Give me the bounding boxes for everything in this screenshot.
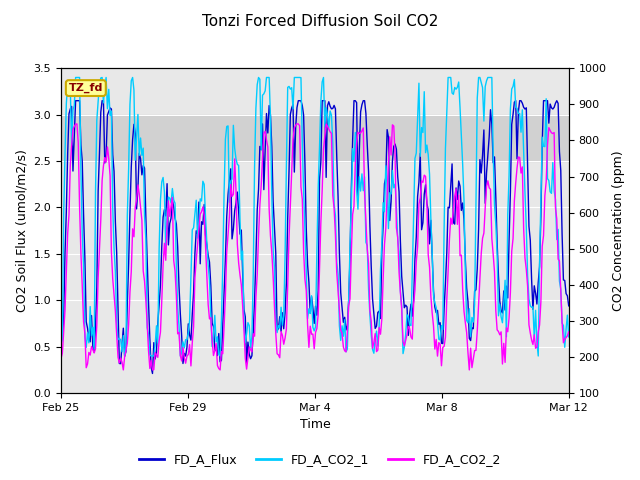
Text: Tonzi Forced Diffusion Soil CO2: Tonzi Forced Diffusion Soil CO2 [202, 14, 438, 29]
Text: TZ_fd: TZ_fd [68, 83, 103, 93]
Y-axis label: CO2 Concentration (ppm): CO2 Concentration (ppm) [612, 150, 625, 311]
Bar [61, 115, 569, 161]
X-axis label: Time: Time [300, 419, 330, 432]
Y-axis label: CO2 Soil Flux (umol/m2/s): CO2 Soil Flux (umol/m2/s) [15, 149, 28, 312]
Legend: FD_A_Flux, FD_A_CO2_1, FD_A_CO2_2: FD_A_Flux, FD_A_CO2_1, FD_A_CO2_2 [134, 448, 506, 471]
